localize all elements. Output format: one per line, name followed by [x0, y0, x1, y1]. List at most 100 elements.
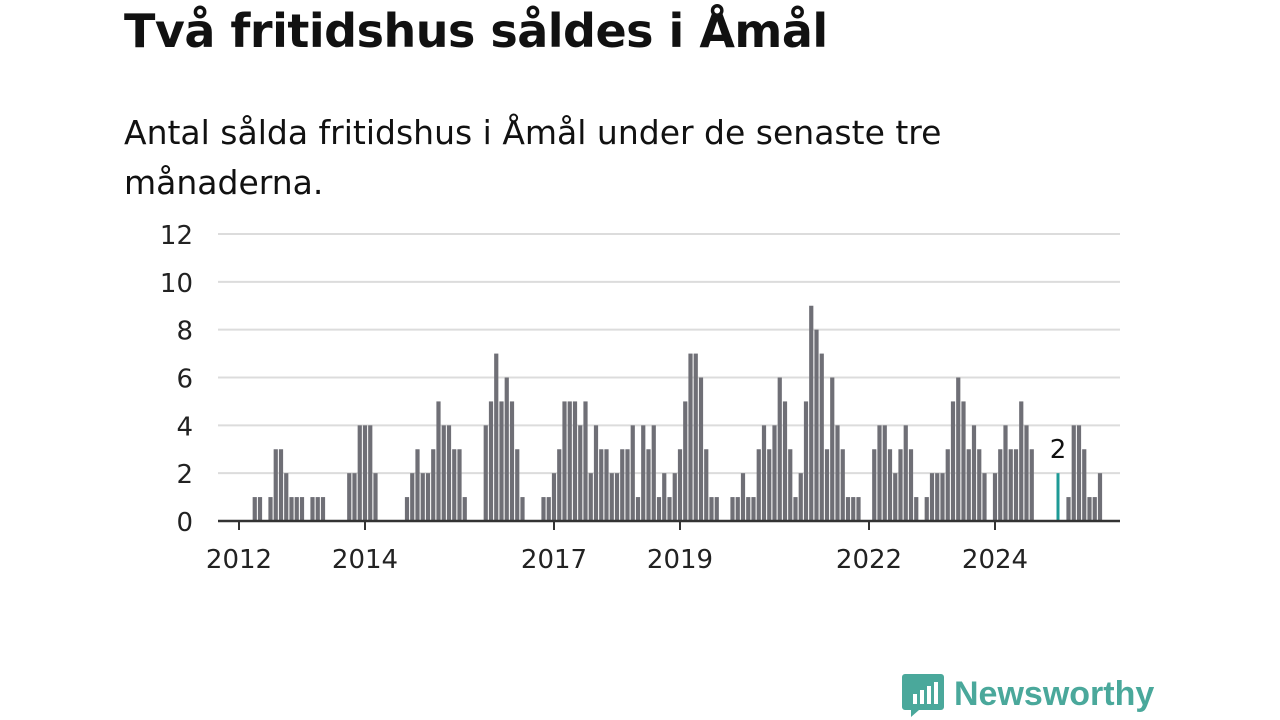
- bar: [756, 449, 761, 521]
- highlight-bar: [1056, 473, 1060, 521]
- bar: [924, 497, 929, 521]
- bar: [572, 401, 578, 521]
- bar: [347, 473, 352, 521]
- bar: [877, 425, 882, 521]
- bar: [299, 497, 305, 521]
- bar: [698, 377, 704, 521]
- bar: [782, 401, 788, 521]
- bar: [1097, 473, 1103, 521]
- bar: [656, 497, 662, 521]
- bar: [588, 473, 593, 521]
- bar: [562, 401, 567, 521]
- bar: [278, 449, 284, 521]
- bar: [688, 353, 693, 521]
- bar: [284, 473, 289, 521]
- bar: [546, 497, 551, 521]
- bar: [520, 497, 525, 521]
- bar: [268, 497, 273, 521]
- y-tick-label: 6: [176, 365, 193, 395]
- bar: [289, 497, 294, 521]
- bar: [824, 449, 830, 521]
- bar: [620, 449, 625, 521]
- bar: [814, 329, 819, 521]
- chart-title: Två fritidshus såldes i Åmål: [124, 4, 828, 58]
- bar: [929, 473, 935, 521]
- bar: [357, 425, 362, 521]
- highlight-data-label: 2: [1050, 435, 1067, 465]
- bar: [882, 425, 887, 521]
- bar: [740, 473, 746, 521]
- bar: [257, 497, 263, 521]
- bar: [252, 497, 257, 521]
- y-tick-label: 4: [176, 412, 193, 442]
- bar: [914, 497, 919, 521]
- bar: [819, 353, 824, 521]
- bar: [956, 377, 961, 521]
- chart-subtitle: Antal sålda fritidshus i Åmål under de s…: [124, 113, 942, 202]
- bar: [494, 353, 499, 521]
- bar: [567, 401, 572, 521]
- bar: [982, 473, 987, 521]
- y-tick-label: 2: [176, 460, 193, 490]
- bar: [1092, 497, 1097, 521]
- bar: [845, 497, 851, 521]
- bar: [583, 401, 588, 521]
- bar: [693, 353, 698, 521]
- bar: [1029, 449, 1034, 521]
- bar: [315, 497, 320, 521]
- bar: [945, 449, 950, 521]
- bar: [772, 425, 777, 521]
- bar: [830, 377, 835, 521]
- bar: [908, 449, 914, 521]
- bar: [1008, 449, 1013, 521]
- bar: [1019, 401, 1024, 521]
- bar: [1071, 425, 1076, 521]
- bar: [431, 449, 436, 521]
- bar: [446, 425, 452, 521]
- bar: [677, 449, 683, 521]
- bar: [557, 449, 562, 521]
- bar: [593, 425, 599, 521]
- bar: [404, 497, 410, 521]
- bar: [504, 377, 509, 521]
- bar: [1003, 425, 1008, 521]
- bar: [950, 401, 956, 521]
- bar: [966, 449, 971, 521]
- bar: [1087, 497, 1092, 521]
- bar: [362, 425, 368, 521]
- bar: [641, 425, 646, 521]
- bar: [751, 497, 756, 521]
- newsworthy-logo-text: Newsworthy: [954, 674, 1155, 713]
- x-tick-label: 2024: [962, 545, 1028, 575]
- bar: [898, 449, 903, 521]
- bar: [452, 449, 457, 521]
- x-tick-label: 2019: [647, 545, 713, 575]
- bar: [609, 473, 614, 521]
- bar: [971, 425, 977, 521]
- bar: [667, 497, 672, 521]
- bar: [777, 377, 782, 521]
- y-tick-label: 0: [176, 508, 193, 538]
- bar: [809, 305, 814, 521]
- x-tick-label: 2014: [332, 545, 398, 575]
- bar: [541, 497, 546, 521]
- bar: [635, 497, 641, 521]
- bar: [483, 425, 488, 521]
- x-tick-label: 2022: [836, 545, 902, 575]
- bar: [788, 449, 793, 521]
- bar: [840, 449, 845, 521]
- bar: [709, 497, 714, 521]
- bar: [767, 449, 772, 521]
- bar: [746, 497, 751, 521]
- bar: [604, 449, 609, 521]
- x-tick-label: 2012: [206, 545, 272, 575]
- bar: [436, 401, 441, 521]
- bar: [1082, 449, 1087, 521]
- newsworthy-logo-icon: [902, 674, 944, 717]
- bar: [368, 425, 373, 521]
- bar: [441, 425, 446, 521]
- bar: [1013, 449, 1019, 521]
- bar: [310, 497, 315, 521]
- bar: [662, 473, 667, 521]
- bar: [420, 473, 425, 521]
